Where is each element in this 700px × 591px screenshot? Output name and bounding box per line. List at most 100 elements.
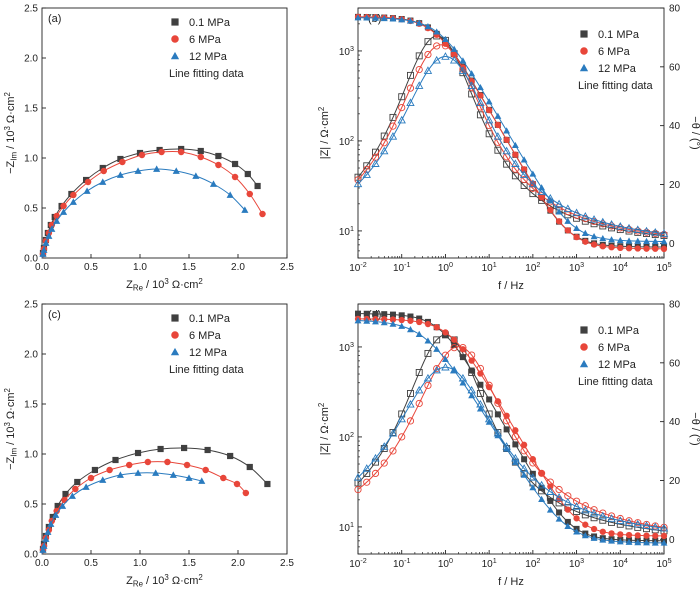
- data-point: [204, 446, 211, 454]
- phase-point: [573, 508, 581, 515]
- phase-fit-line: [357, 44, 665, 235]
- impedance-point: [581, 532, 589, 539]
- data-point: [183, 461, 191, 469]
- phase-point: [423, 66, 433, 74]
- nyquist-panel: 0.0 0.5 1.0 1.5 2.0 2.5 0.0 0.5 1.0 1.5 2.0 2.5 ZRe …: [3, 300, 295, 589]
- x-tick-label: 10-1​: [393, 556, 411, 570]
- impedance-point: [503, 426, 510, 433]
- impedance-point: [538, 495, 546, 502]
- data-point: [44, 528, 52, 535]
- impedance-point: [468, 357, 475, 364]
- x-tick-label: 100​: [438, 556, 453, 570]
- impedance-point: [573, 528, 581, 535]
- data-point: [177, 148, 185, 156]
- impedance-point: [494, 398, 502, 405]
- phase-point: [476, 111, 484, 119]
- x-tick-label: 105​: [656, 556, 671, 570]
- impedance-point: [608, 537, 615, 544]
- impedance-point: [625, 237, 633, 244]
- phase-point: [624, 518, 634, 526]
- phase-point: [607, 512, 616, 520]
- phase-point: [503, 160, 511, 168]
- impedance-point: [555, 208, 563, 215]
- data-point: [241, 206, 249, 213]
- phase-point: [598, 217, 608, 226]
- x-axis-label: ZRe / 103 Ω·cm2​: [126, 277, 203, 293]
- data-point: [42, 535, 50, 542]
- x-tick-label: 10-2​: [349, 260, 367, 274]
- phase-point: [433, 336, 441, 344]
- bode-panel: 10-2​ 10-1​ 100​ 101​ 102​ 103​ 104​ 105​ 101​ 10…: [317, 300, 700, 589]
- data-point: [157, 445, 164, 453]
- phase-point: [441, 362, 450, 371]
- data-point: [116, 171, 124, 178]
- bode-panel: 10-2​ 10-1​ 100​ 101​ 102​ 103​ 104​ 105​ 101​ 10…: [317, 4, 700, 293]
- impedance-point: [441, 355, 449, 362]
- impedance-point: [355, 310, 361, 317]
- phase-point: [406, 98, 415, 107]
- impedance-point: [380, 14, 388, 22]
- impedance-point: [380, 319, 388, 326]
- x-tick-label: 1.5: [182, 262, 196, 273]
- x-tick-label: 10-2​: [349, 556, 367, 570]
- phase-point: [537, 192, 546, 200]
- nyquist-panel: 0.0 0.5 1.0 1.5 2.0 2.5 0.0 0.5 1.0 1.5 2.0 2.5 ZRe …: [3, 4, 295, 293]
- y2-tick-label: 80: [669, 4, 681, 15]
- impedance-point: [354, 317, 362, 324]
- impedance-point: [529, 170, 537, 177]
- impedance-point: [512, 441, 519, 448]
- y-tick-label: 0.5: [24, 204, 38, 215]
- phase-point: [450, 344, 458, 352]
- impedance-point: [389, 311, 396, 318]
- impedance-point: [450, 367, 458, 374]
- phase-point: [389, 113, 397, 121]
- plot-frame: [357, 7, 665, 259]
- legend-marker: [170, 51, 180, 60]
- impedance-point: [564, 506, 571, 513]
- x-tick-label: 102​: [525, 556, 540, 570]
- impedance-point: [459, 379, 467, 386]
- impedance-point: [564, 217, 572, 224]
- data-point: [82, 483, 90, 490]
- impedance-point: [511, 458, 519, 465]
- phase-point: [458, 66, 468, 74]
- phase-point: [659, 523, 669, 532]
- data-point: [246, 463, 253, 471]
- phase-point: [546, 487, 555, 495]
- impedance-point: [660, 245, 668, 252]
- legend-marker: [171, 35, 179, 43]
- impedance-point: [407, 313, 414, 320]
- impedance-point: [617, 531, 624, 538]
- data-point: [72, 485, 79, 493]
- impedance-point: [398, 322, 406, 329]
- y-tick-label: 103​: [339, 44, 354, 58]
- impedance-point: [441, 35, 449, 43]
- y-tick-label: 102​: [339, 430, 354, 444]
- impedance-point: [372, 318, 379, 325]
- x-tick-label: 1.5: [182, 558, 196, 569]
- x-tick-label: 1.0: [133, 558, 147, 569]
- data-point: [99, 178, 107, 185]
- fit-line: [41, 461, 247, 555]
- phase-point: [519, 464, 529, 472]
- impedance-point: [634, 245, 641, 252]
- y-tick-label: 1.0: [24, 450, 38, 461]
- impedance-point: [660, 532, 668, 540]
- data-point: [246, 190, 254, 198]
- impedance-point: [494, 431, 502, 439]
- phase-point: [363, 165, 371, 174]
- data-point: [117, 155, 124, 163]
- phase-point: [625, 517, 633, 525]
- impedance-point: [485, 383, 493, 391]
- impedance-point: [468, 70, 476, 77]
- impedance-point: [451, 342, 458, 349]
- y-tick-label: 0.0: [24, 550, 38, 561]
- phase-point: [554, 199, 564, 208]
- impedance-point: [424, 23, 432, 30]
- data-point: [197, 153, 205, 161]
- impedance-point: [608, 530, 615, 537]
- phase-point: [380, 139, 388, 147]
- impedance-point: [415, 330, 423, 337]
- impedance-point: [546, 506, 554, 513]
